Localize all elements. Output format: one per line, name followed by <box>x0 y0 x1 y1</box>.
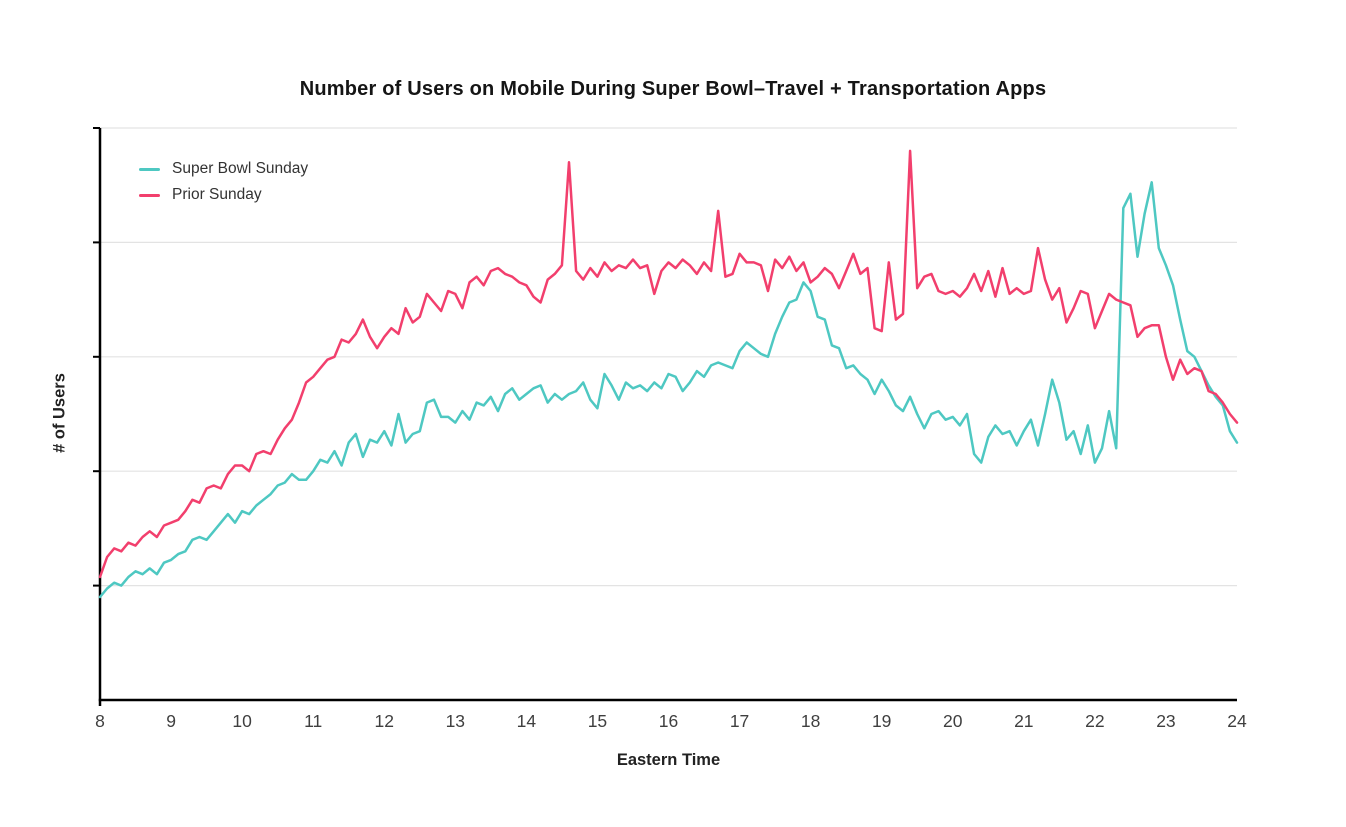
x-tick-label: 22 <box>1085 711 1104 731</box>
x-tick-label: 17 <box>730 711 749 731</box>
x-tick-label: 19 <box>872 711 891 731</box>
legend-swatch-teal <box>139 167 160 171</box>
x-tick-label: 23 <box>1156 711 1175 731</box>
x-tick-label: 16 <box>659 711 678 731</box>
x-tick-label: 18 <box>801 711 820 731</box>
x-tick-label: 11 <box>304 711 322 731</box>
legend-label: Prior Sunday <box>172 186 262 203</box>
legend-item-prior-sunday: Prior Sunday <box>139 184 308 206</box>
chart-title: Number of Users on Mobile During Super B… <box>299 78 1047 100</box>
x-tick-label: 9 <box>166 711 176 731</box>
x-tick-label: 20 <box>943 711 963 731</box>
legend-swatch-pink <box>139 193 160 197</box>
x-tick-label: 8 <box>95 711 105 731</box>
x-tick-label: 10 <box>232 711 252 731</box>
legend-label: Super Bowl Sunday <box>172 160 309 177</box>
x-tick-label: 24 <box>1227 711 1247 731</box>
legend: Super Bowl Sunday Prior Sunday <box>139 158 308 206</box>
x-tick-label: 12 <box>375 711 394 731</box>
x-tick-label: 21 <box>1014 711 1033 731</box>
legend-item-super-bowl-sunday: Super Bowl Sunday <box>139 158 308 180</box>
series-line-super-bowl-sunday <box>98 181 1239 599</box>
x-tick-label: 13 <box>446 711 465 731</box>
x-axis-title: Eastern Time <box>616 751 721 769</box>
x-tick-label: 14 <box>517 711 537 731</box>
series-line-prior-sunday <box>98 149 1239 579</box>
x-tick-label: 15 <box>588 711 607 731</box>
y-axis-title: # of Users <box>50 373 69 453</box>
